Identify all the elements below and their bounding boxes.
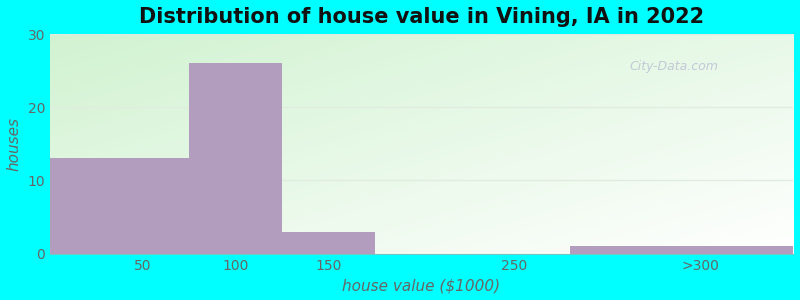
Bar bbox=[50, 158, 190, 254]
Title: Distribution of house value in Vining, IA in 2022: Distribution of house value in Vining, I… bbox=[139, 7, 704, 27]
Bar bbox=[190, 63, 282, 254]
X-axis label: house value ($1000): house value ($1000) bbox=[342, 278, 501, 293]
Text: City-Data.com: City-Data.com bbox=[630, 60, 718, 74]
Y-axis label: houses: houses bbox=[7, 117, 22, 171]
Bar bbox=[570, 246, 793, 254]
Bar bbox=[282, 232, 375, 253]
